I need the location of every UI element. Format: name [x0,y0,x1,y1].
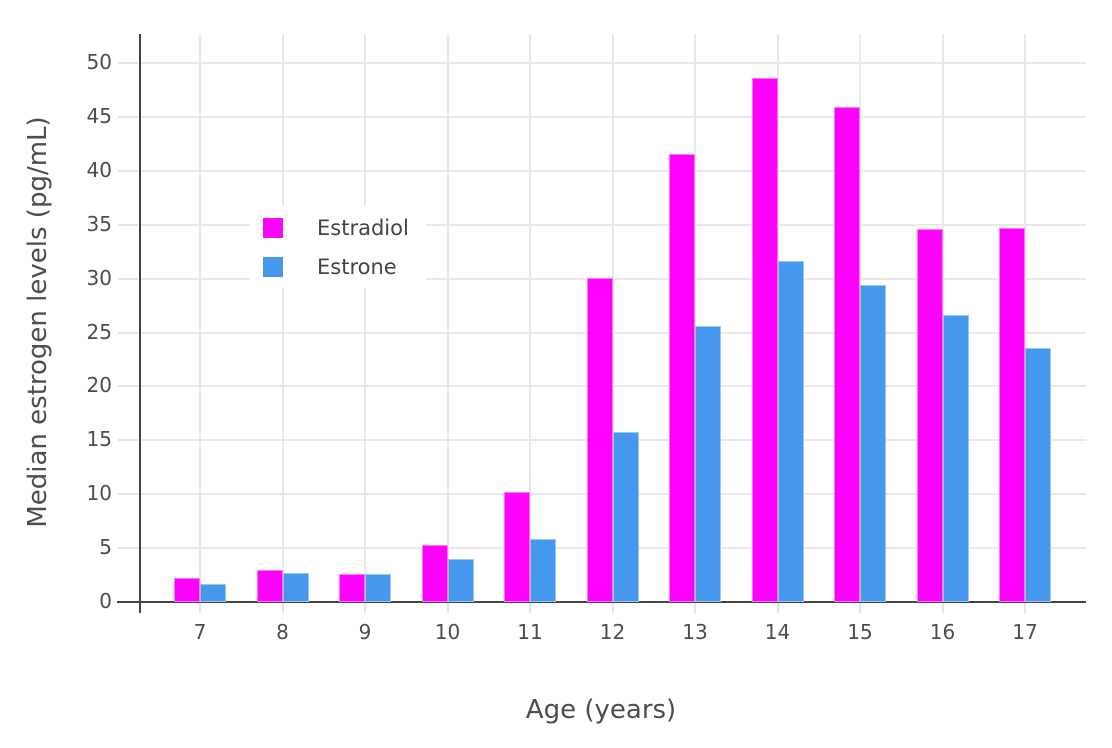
x-tick [199,603,201,613]
x-tick [364,603,366,613]
x-tick-label: 9 [358,620,372,644]
x-tick-label: 11 [517,620,543,644]
y-tick [118,169,138,172]
gridline [694,34,696,602]
x-tick [281,603,284,613]
bar-estrone-age-14 [777,261,804,602]
bar-estradiol-age-16 [916,229,943,602]
gridline [364,34,366,602]
bar-estradiol-age-9 [339,573,365,602]
x-tick-label: 15 [847,620,873,644]
y-tick-label: 10 [86,481,112,506]
gridline [529,34,531,602]
x-tick-label: 14 [764,620,791,644]
y-tick-label: 35 [86,211,112,236]
y-tick [118,493,138,496]
y-tick-label: 15 [86,427,112,452]
x-tick-label: 8 [276,620,289,644]
y-tick-label: 20 [86,373,112,398]
x-tick-label: 10 [434,620,461,644]
bar-estrone-age-13 [695,326,721,602]
legend-label: Estrone [317,254,397,279]
bar-estradiol-age-7 [174,578,200,602]
x-tick [1024,603,1026,613]
y-tick-label: 0 [99,589,112,613]
x-tick [611,603,614,613]
bar-estradiol-age-13 [669,153,695,602]
y-tick [118,223,138,226]
legend: Estradiol Estrone [250,206,426,288]
y-tick [118,115,138,118]
x-tick-label: 17 [1012,620,1038,644]
x-axis-title: Age (years) [525,695,677,725]
bar-estradiol-age-11 [504,492,530,602]
bar-estradiol-age-17 [999,228,1025,602]
bar-estradiol-age-14 [751,78,778,602]
x-tick [446,603,449,613]
y-axis-line [139,34,141,613]
bar-estrone-age-17 [1025,347,1051,602]
y-tick [118,547,138,550]
legend-swatch-icon [263,217,283,238]
bar-estradiol-age-8 [256,569,283,602]
bar-estradiol-age-10 [421,544,448,602]
y-tick [118,62,138,65]
legend-swatch-icon [263,256,283,277]
bar-estradiol-age-12 [586,277,613,602]
y-tick-label: 50 [86,50,112,75]
bar-estradiol-age-15 [834,107,860,602]
x-tick-label: 13 [682,620,708,644]
bar-estrone-age-9 [365,573,391,602]
gridline [446,34,449,602]
bar-estrone-age-7 [200,583,226,602]
y-tick [118,277,138,280]
y-tick-label: 40 [86,157,112,182]
x-tick [776,603,779,613]
x-tick-label: 16 [929,620,956,644]
x-tick [529,603,531,613]
x-tick [859,603,861,613]
bar-estrone-age-10 [447,558,474,602]
y-tick-label: 5 [99,535,112,560]
x-axis-line [117,601,1086,603]
bar-estrone-age-8 [282,572,309,602]
gridline [1024,34,1026,602]
y-tick-label: 25 [86,319,112,344]
y-tick [118,385,138,388]
x-tick-label: 7 [193,620,207,644]
bar-estrone-age-15 [860,285,886,602]
bar-estrone-age-12 [612,431,639,602]
x-tick-label: 12 [599,620,626,644]
y-tick [118,331,138,334]
gridline [281,34,284,602]
gridline [611,34,614,602]
x-tick [694,603,696,613]
y-tick-label: 45 [86,103,112,128]
x-tick [941,603,944,613]
y-tick [118,439,138,442]
bar-estrone-age-16 [942,315,969,602]
legend-item-estrone: Estrone [250,247,426,286]
bar-estrone-age-11 [530,539,556,602]
gridline [199,34,201,602]
y-tick-label: 30 [86,265,112,290]
legend-label: Estradiol [317,215,409,240]
legend-item-estradiol: Estradiol [250,208,426,247]
